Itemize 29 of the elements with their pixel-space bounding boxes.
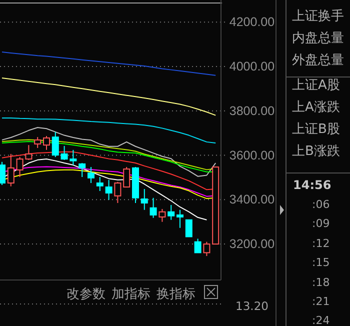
text: 加指标 [112,287,150,302]
y-tick-label: 3200.00 [229,237,275,252]
text: :09 [312,217,330,230]
text: 上B涨跌 [292,144,340,159]
text: 上证换手 [292,9,344,24]
text: :21 [312,295,330,308]
text: :18 [312,276,330,289]
text: 外盘总量 [292,53,344,68]
text: 换指标 [156,287,196,302]
line-series [2,127,216,177]
text: 改参数 [66,287,106,302]
line-series [2,78,216,116]
text: 内盘总量 [292,31,344,46]
y-tick-label: 4000.00 [229,59,275,74]
text: 上证B股 [292,122,340,137]
y-tick-label: 3600.00 [229,148,275,162]
text: :15 [312,256,330,269]
y-tick-label: 4200.00 [229,15,275,30]
text: :06 [312,198,330,211]
line-series [2,52,216,76]
text: 14:56 [293,178,332,192]
text: 13.20 [236,299,268,313]
y-tick-label: 3400.00 [229,192,275,207]
text: :24 [312,314,330,326]
text: :12 [312,237,330,250]
y-tick-label: 3800.00 [229,104,275,118]
line-series [2,117,216,144]
text: 上A涨跌 [292,100,340,115]
text: 上证A股 [292,78,340,93]
